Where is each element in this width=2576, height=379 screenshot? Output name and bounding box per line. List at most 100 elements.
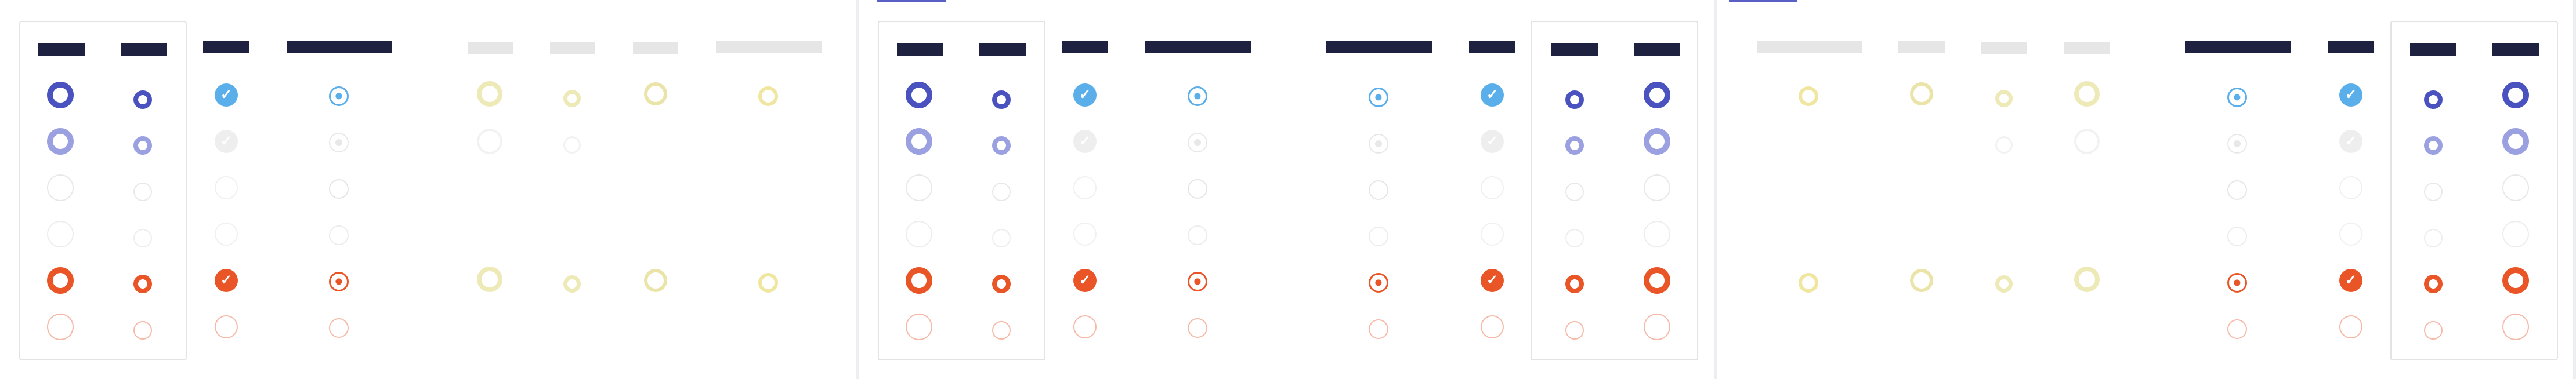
radio-dot-icon[interactable] xyxy=(1188,133,1207,152)
check-icon[interactable]: ✓ xyxy=(215,130,238,153)
radio-dot-icon[interactable] xyxy=(2227,273,2247,293)
check-icon[interactable]: ✓ xyxy=(2339,83,2362,107)
check-icon[interactable] xyxy=(215,176,238,199)
radio-dot-icon[interactable] xyxy=(1188,179,1207,199)
radio-icon[interactable] xyxy=(2424,275,2443,293)
radio-icon[interactable] xyxy=(1644,267,1670,294)
radio-dot-icon[interactable] xyxy=(1369,180,1388,200)
radio-icon[interactable] xyxy=(133,183,152,201)
check-icon[interactable] xyxy=(1481,176,1504,199)
radio-icon[interactable] xyxy=(2502,128,2529,155)
radio-icon[interactable] xyxy=(906,221,932,247)
radio-icon[interactable] xyxy=(2424,183,2443,201)
radio-icon[interactable] xyxy=(47,128,74,155)
column-header xyxy=(2410,43,2456,56)
check-icon[interactable] xyxy=(215,223,238,246)
check-icon[interactable]: ✓ xyxy=(1073,130,1097,153)
radio-icon[interactable] xyxy=(133,90,152,109)
radio-icon[interactable] xyxy=(133,321,152,340)
radio-icon[interactable] xyxy=(906,174,932,201)
radio-icon[interactable] xyxy=(992,136,1011,155)
radio-icon[interactable] xyxy=(906,267,932,294)
radio-icon[interactable] xyxy=(47,174,74,201)
radio-icon[interactable] xyxy=(1644,221,1670,247)
radio-dot-icon[interactable] xyxy=(1369,273,1388,293)
check-icon[interactable]: ✓ xyxy=(2339,269,2362,292)
radio-icon[interactable] xyxy=(1565,229,1584,247)
radio-dot-icon[interactable] xyxy=(2227,134,2247,154)
radio-dot-icon[interactable] xyxy=(1369,227,1388,246)
radio-icon[interactable] xyxy=(2502,221,2529,247)
check-icon[interactable]: ✓ xyxy=(215,269,238,292)
check-icon[interactable] xyxy=(1073,223,1097,246)
radio-icon[interactable] xyxy=(1565,275,1584,293)
radio-icon[interactable] xyxy=(906,82,932,108)
check-icon[interactable]: ✓ xyxy=(1481,83,1504,107)
radio-icon[interactable] xyxy=(2424,321,2443,340)
radio-icon[interactable] xyxy=(2502,314,2529,340)
check-icon[interactable]: ✓ xyxy=(1073,269,1097,292)
column-header xyxy=(468,42,513,54)
radio-icon[interactable] xyxy=(1644,314,1670,340)
radio-icon[interactable] xyxy=(906,314,932,340)
radio-dot-icon[interactable] xyxy=(329,179,349,199)
check-icon[interactable] xyxy=(1481,315,1504,338)
check-icon[interactable] xyxy=(1481,223,1504,246)
radio-icon[interactable] xyxy=(906,128,932,155)
radio-dot-icon[interactable] xyxy=(329,272,349,291)
radio-icon[interactable] xyxy=(133,136,152,155)
radio-icon[interactable] xyxy=(1565,90,1584,109)
radio-icon[interactable] xyxy=(133,275,152,293)
radio-dot-icon[interactable] xyxy=(2227,180,2247,200)
check-icon[interactable]: ✓ xyxy=(1481,130,1504,153)
check-icon[interactable] xyxy=(215,315,238,338)
check-icon[interactable] xyxy=(1073,315,1097,338)
column-header xyxy=(1326,41,1432,53)
radio-dot-icon[interactable] xyxy=(1188,86,1207,106)
check-icon[interactable]: ✓ xyxy=(2339,130,2362,153)
radio-icon[interactable] xyxy=(47,82,74,108)
radio-icon[interactable] xyxy=(992,321,1011,340)
radio-icon[interactable] xyxy=(47,221,74,247)
radio-dot-icon[interactable] xyxy=(1369,88,1388,107)
radio-dot-icon[interactable] xyxy=(329,318,349,338)
radio-dot-icon[interactable] xyxy=(1369,319,1388,339)
radio-icon[interactable] xyxy=(1644,174,1670,201)
radio-dot-icon[interactable] xyxy=(2227,319,2247,339)
check-icon[interactable]: ✓ xyxy=(1481,269,1504,292)
radio-icon[interactable] xyxy=(2502,174,2529,201)
check-icon[interactable] xyxy=(2339,176,2362,199)
check-icon[interactable] xyxy=(2339,223,2362,246)
radio-icon[interactable] xyxy=(1565,136,1584,155)
radio-dot-icon[interactable] xyxy=(1188,318,1207,338)
radio-icon[interactable] xyxy=(992,183,1011,201)
radio-icon[interactable] xyxy=(992,90,1011,109)
radio-icon[interactable] xyxy=(992,229,1011,247)
check-icon[interactable] xyxy=(1073,176,1097,199)
check-icon[interactable] xyxy=(2339,315,2362,338)
radio-dot-icon[interactable] xyxy=(1188,225,1207,245)
radio-dot-icon[interactable] xyxy=(329,133,349,152)
radio-dot-icon[interactable] xyxy=(1188,272,1207,291)
radio-icon[interactable] xyxy=(1565,183,1584,201)
radio-dot-icon[interactable] xyxy=(329,86,349,106)
radio-dot-icon[interactable] xyxy=(2227,227,2247,246)
radio-icon[interactable] xyxy=(1644,82,1670,108)
check-icon[interactable]: ✓ xyxy=(215,83,238,107)
radio-icon[interactable] xyxy=(992,275,1011,293)
radio-icon xyxy=(477,267,502,292)
check-icon[interactable]: ✓ xyxy=(1073,83,1097,107)
radio-dot-icon[interactable] xyxy=(329,225,349,245)
radio-icon[interactable] xyxy=(2424,136,2443,155)
radio-icon[interactable] xyxy=(1565,321,1584,340)
radio-dot-icon[interactable] xyxy=(2227,88,2247,107)
radio-icon[interactable] xyxy=(47,314,74,340)
radio-icon[interactable] xyxy=(2502,267,2529,294)
radio-dot-icon[interactable] xyxy=(1369,134,1388,154)
radio-icon[interactable] xyxy=(133,229,152,247)
radio-icon[interactable] xyxy=(2424,229,2443,247)
radio-icon[interactable] xyxy=(2502,82,2529,108)
radio-icon[interactable] xyxy=(2424,90,2443,109)
radio-icon[interactable] xyxy=(1644,128,1670,155)
radio-icon[interactable] xyxy=(47,267,74,294)
